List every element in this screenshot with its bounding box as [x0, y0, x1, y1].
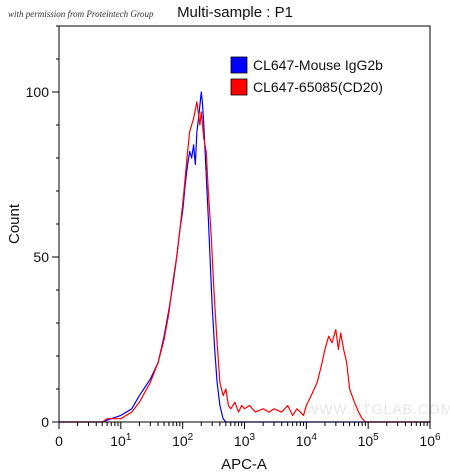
x-tick-label: 103 — [234, 432, 256, 449]
plot-area — [59, 91, 430, 423]
chart-title: Multi-sample : P1 — [177, 4, 293, 21]
series-line-2 — [59, 101, 430, 423]
y-axis: 0 50 100 — [26, 25, 59, 430]
legend-label: CL647-Mouse IgG2b — [253, 57, 383, 73]
x-tick-label: 102 — [172, 432, 194, 449]
x-tick-label: 0 — [55, 433, 63, 449]
legend-swatch — [230, 56, 248, 74]
y-axis-label: Count — [6, 203, 23, 244]
y-tick-label: 0 — [41, 414, 49, 430]
x-axis: 0 101 102 103 104 105 106 — [55, 422, 441, 449]
y-tick-label: 50 — [33, 249, 49, 265]
x-tick-label: 104 — [296, 432, 318, 449]
x-tick-label: 106 — [419, 432, 441, 449]
legend: CL647-Mouse IgG2b CL647-65085(CD20) — [230, 56, 383, 96]
series-line-1 — [59, 91, 430, 423]
x-tick-label: 101 — [110, 432, 132, 449]
legend-swatch — [230, 78, 248, 96]
x-axis-label: APC-A — [221, 456, 267, 473]
watermark: with permission from Proteintech Group — [8, 9, 154, 19]
legend-label: CL647-65085(CD20) — [253, 79, 383, 95]
y-tick-label: 100 — [26, 84, 50, 100]
x-tick-label: 105 — [358, 432, 380, 449]
site-watermark: WWW.PTGLAB.COM — [305, 401, 450, 417]
